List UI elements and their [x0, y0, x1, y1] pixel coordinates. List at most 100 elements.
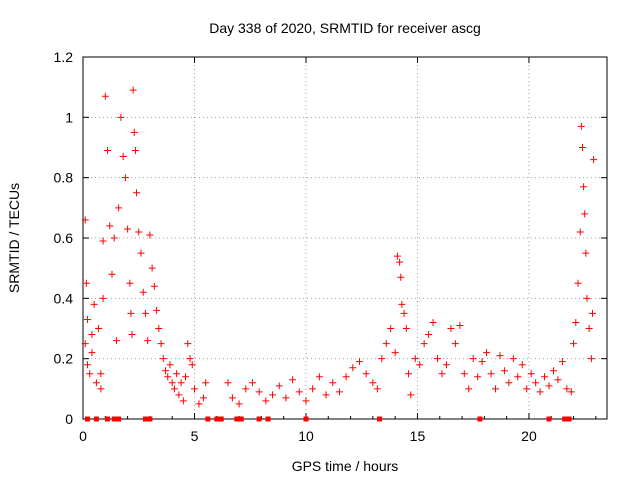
- data-point: [589, 309, 597, 317]
- data-point: [173, 370, 181, 378]
- data-point: [177, 379, 185, 387]
- data-point: [402, 325, 410, 332]
- data-point: [362, 370, 370, 378]
- data-point: [465, 385, 473, 393]
- data-point: [90, 300, 98, 308]
- data-point: [396, 258, 404, 266]
- grid-lines: [83, 57, 607, 419]
- data-point: [137, 249, 145, 257]
- x-tick-label: 15: [410, 428, 426, 444]
- data-point: [570, 340, 578, 348]
- data-point: [558, 358, 566, 366]
- data-point: [101, 92, 109, 100]
- zero-marker: [377, 416, 383, 422]
- data-point: [153, 306, 161, 314]
- data-point: [141, 309, 149, 317]
- data-point: [148, 264, 156, 272]
- data-point: [81, 216, 89, 224]
- data-point: [248, 379, 256, 387]
- data-point: [133, 189, 141, 197]
- y-axis-label: SRMTID / TECUs: [6, 183, 22, 293]
- data-point: [585, 325, 593, 332]
- data-point: [349, 364, 357, 372]
- zero-value-markers: [84, 416, 572, 422]
- data-point: [541, 373, 549, 381]
- data-point: [411, 355, 419, 363]
- data-point: [157, 340, 165, 348]
- zero-marker: [111, 416, 117, 422]
- data-point: [523, 385, 531, 393]
- x-axis-label: GPS time / hours: [292, 458, 399, 474]
- zero-marker: [84, 416, 90, 422]
- y-tick-label: 1.2: [54, 49, 74, 65]
- data-points: [81, 86, 598, 408]
- data-point: [416, 361, 424, 369]
- data-point: [95, 325, 103, 332]
- data-point: [469, 355, 477, 363]
- data-point: [112, 337, 120, 345]
- data-point: [269, 391, 277, 399]
- data-point: [255, 388, 263, 396]
- data-point: [398, 300, 406, 308]
- data-point: [329, 379, 337, 387]
- zero-marker: [265, 416, 271, 422]
- data-point: [97, 385, 105, 393]
- zero-marker: [205, 416, 211, 422]
- data-point: [179, 397, 187, 405]
- zero-marker: [234, 416, 240, 422]
- data-point: [135, 228, 143, 236]
- data-point: [425, 331, 433, 339]
- data-point: [199, 394, 207, 402]
- zero-marker: [566, 416, 572, 422]
- data-point: [144, 337, 152, 345]
- data-point: [242, 385, 250, 393]
- data-point: [195, 400, 203, 408]
- data-point: [182, 373, 190, 381]
- data-point: [373, 385, 381, 393]
- data-point: [309, 385, 317, 393]
- data-point: [536, 388, 544, 396]
- zero-marker: [218, 416, 224, 422]
- data-point: [88, 331, 96, 339]
- data-point: [170, 385, 178, 393]
- zero-marker: [105, 416, 111, 422]
- y-tick-labels: 0 0.2 0.4 0.6 0.8 1 1.2: [54, 49, 74, 427]
- data-point: [88, 349, 96, 357]
- data-point: [400, 309, 408, 317]
- data-point: [262, 397, 270, 405]
- data-point: [224, 379, 232, 387]
- data-point: [382, 340, 390, 348]
- data-point: [131, 147, 139, 155]
- data-point: [275, 382, 283, 390]
- data-point: [505, 379, 513, 387]
- data-point: [393, 252, 401, 260]
- axis-ticks: [82, 56, 607, 420]
- zero-marker: [546, 416, 552, 422]
- data-point: [456, 321, 464, 329]
- data-point: [335, 388, 343, 396]
- x-tick-labels: 0 5 10 15 20: [79, 428, 537, 444]
- data-point: [587, 355, 595, 363]
- zero-marker: [256, 416, 262, 422]
- data-point: [108, 270, 116, 278]
- data-point: [572, 318, 580, 326]
- data-point: [124, 225, 132, 233]
- data-point: [104, 147, 112, 155]
- data-point: [514, 373, 522, 381]
- data-point: [577, 122, 585, 130]
- plot-frame: [82, 56, 608, 420]
- data-point: [150, 282, 158, 290]
- data-point: [99, 237, 107, 245]
- data-point: [451, 340, 459, 348]
- data-point: [83, 315, 91, 323]
- data-point: [429, 318, 437, 326]
- zero-marker: [116, 416, 122, 422]
- y-tick-label: 1: [65, 109, 73, 125]
- data-point: [378, 355, 386, 363]
- y-tick-label: 0: [65, 411, 73, 427]
- chart-title: Day 338 of 2020, SRMTID for receiver asc…: [209, 20, 481, 36]
- data-point: [146, 231, 154, 239]
- data-point: [83, 361, 91, 369]
- data-point: [139, 288, 147, 296]
